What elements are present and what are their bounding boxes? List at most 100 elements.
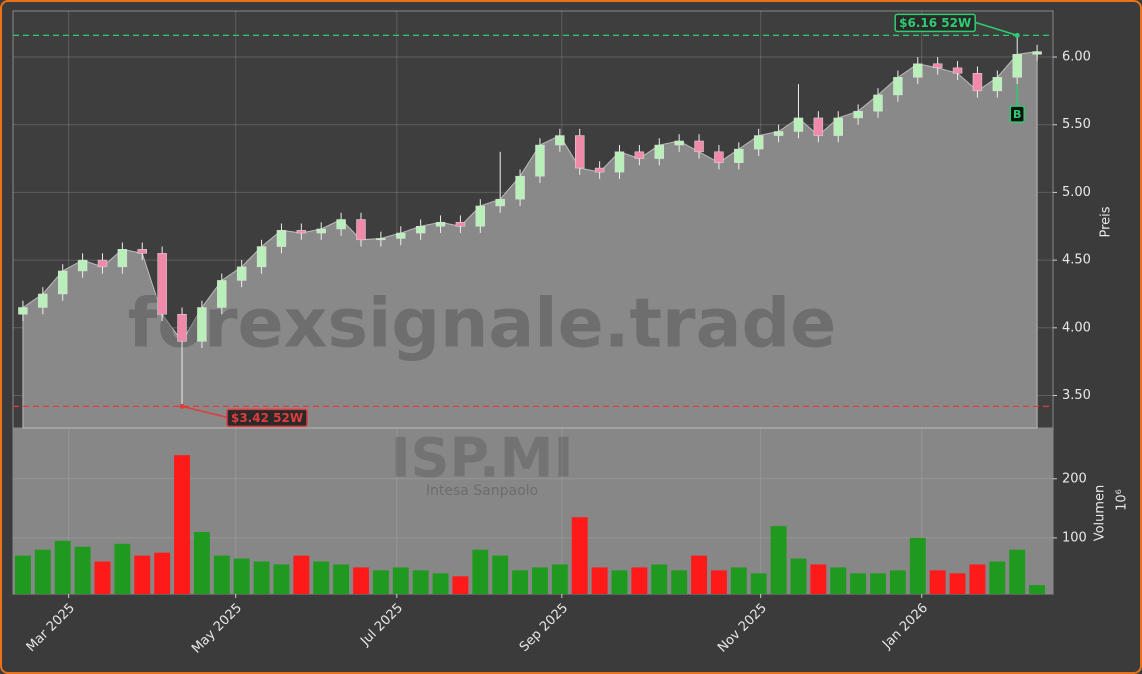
candle-body [415, 226, 426, 234]
volume-bar [233, 558, 250, 594]
y-tick-label: 200 [1062, 471, 1087, 486]
volume-bar [353, 567, 369, 594]
candle-body [654, 144, 664, 159]
y-tick-label: 100 [1062, 530, 1087, 545]
volume-bar [512, 570, 529, 594]
candle-body [972, 73, 983, 92]
candle-body [893, 77, 903, 96]
volume-bar [392, 567, 409, 594]
volume-bar [253, 561, 270, 594]
y-axis-label: Preis [1099, 206, 1114, 237]
candle-body [793, 117, 804, 132]
volume-bar [611, 570, 628, 594]
candle-body [753, 135, 764, 150]
candle-body [555, 135, 565, 146]
candle-body [217, 280, 227, 308]
candle-body [853, 110, 863, 119]
volume-bar [54, 540, 71, 594]
candle-body [97, 259, 108, 268]
arrow-head [179, 403, 185, 409]
candle-body [356, 219, 366, 241]
volume-bar [333, 564, 350, 594]
volume-scale-label: 10⁶ [1115, 489, 1130, 511]
volume-bar [909, 537, 926, 594]
volume-bar [94, 561, 111, 594]
volume-bar [372, 570, 389, 594]
candle-body [1032, 51, 1042, 55]
volume-bar [74, 546, 91, 594]
candle-body [634, 151, 645, 159]
y-tick-label: 4.50 [1062, 253, 1091, 268]
candle-body [57, 270, 68, 295]
volume-bar [313, 561, 330, 594]
volume-bar [551, 564, 568, 594]
symbol-watermark: ISP.MI [391, 427, 574, 490]
candle-body [197, 307, 207, 342]
annotation-box [226, 408, 308, 428]
candle-body [316, 228, 326, 234]
x-tick-label: Jul 2025 [357, 601, 406, 650]
x-tick-label: Jan 2026 [879, 601, 931, 653]
x-tick-label: May 2025 [189, 601, 245, 657]
candle-body [714, 151, 724, 163]
candle-body [535, 144, 545, 177]
candle-body [694, 140, 704, 153]
annotation-label: $6.16 52W [899, 16, 971, 30]
volume-bar [571, 517, 588, 594]
candle-body [932, 63, 943, 69]
candle-body [137, 249, 147, 254]
volume-bar [651, 564, 668, 594]
volume-bar [114, 543, 131, 594]
volume-bar [432, 573, 449, 594]
volume-bar [154, 552, 171, 594]
candle-body [236, 266, 247, 281]
arrow-head [1014, 32, 1020, 38]
volume-bar [472, 549, 489, 594]
candle-body [674, 140, 684, 146]
candle-body [18, 307, 28, 315]
volume-bar [14, 555, 31, 594]
volume-bar [750, 573, 767, 594]
candle-body [276, 230, 287, 247]
volume-bar [790, 558, 807, 594]
volume-bar [691, 555, 707, 594]
candle-body [952, 67, 963, 74]
volume-bar [1029, 585, 1046, 594]
y-tick-label: 5.00 [1062, 185, 1091, 200]
candle-body [833, 117, 843, 136]
volume-bar [213, 555, 230, 594]
company-watermark: Intesa Sanpaolo [426, 483, 538, 499]
annotation-box [894, 13, 976, 33]
annotation-arrow [181, 405, 228, 419]
candle-body [992, 77, 1003, 92]
signal-label: B [1013, 108, 1021, 121]
annotation-label: $3.42 52W [231, 411, 303, 425]
candle-body [813, 117, 824, 136]
candle-body [38, 293, 48, 308]
volume-bar [134, 555, 151, 594]
candle-body [157, 253, 167, 315]
volume-bar [174, 455, 190, 594]
candle-body [1012, 54, 1022, 78]
annotation-arrow [974, 21, 1018, 37]
volume-bar [412, 570, 429, 594]
volume-bar [532, 567, 548, 594]
volume-bar [1009, 549, 1026, 594]
volume-bar [710, 570, 727, 594]
y-tick-label: 3.50 [1062, 388, 1091, 403]
candle-body [336, 219, 346, 230]
candle-body [455, 221, 466, 227]
volume-bar [969, 564, 986, 594]
volume-bar [631, 567, 648, 594]
volume-axis-label: Volumen [1093, 485, 1108, 542]
candle-body [575, 135, 585, 169]
volume-bar [671, 570, 688, 594]
candle-body [495, 198, 505, 207]
volume-bar [889, 570, 906, 594]
y-tick-label: 6.00 [1062, 50, 1091, 65]
volume-bar [830, 567, 847, 594]
signal-box [1009, 105, 1025, 123]
candle-body [396, 232, 406, 239]
x-tick-label: Nov 2025 [715, 601, 770, 656]
volume-bar [929, 570, 946, 594]
